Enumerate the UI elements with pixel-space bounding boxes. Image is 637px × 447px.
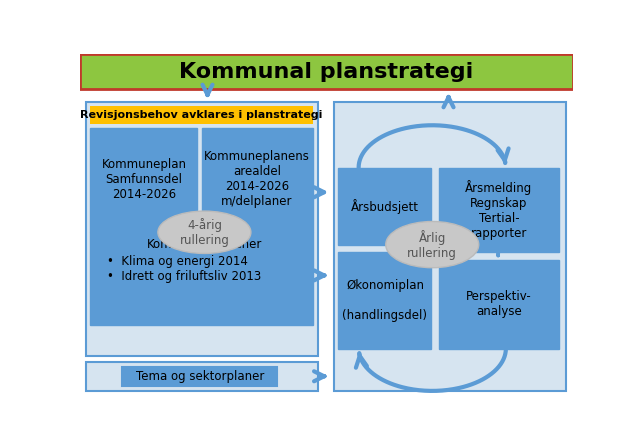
Text: Økonomiplan

(handlingsdel): Økonomiplan (handlingsdel) <box>343 278 427 321</box>
Bar <box>86 362 318 391</box>
Bar <box>202 127 313 232</box>
Text: Revisjonsbehov avklares i planstrategi: Revisjonsbehov avklares i planstrategi <box>80 110 322 120</box>
Text: 4-årig
rullering: 4-årig rullering <box>180 218 229 247</box>
Ellipse shape <box>386 222 479 268</box>
Text: •  Idrett og friluftsliv 2013: • Idrett og friluftsliv 2013 <box>107 270 261 283</box>
Text: Kommunedelplaner: Kommunedelplaner <box>147 238 262 251</box>
Text: Årsbudsjett: Årsbudsjett <box>351 198 419 214</box>
Text: Årsmelding
Regnskap
Tertial-
rapporter: Årsmelding Regnskap Tertial- rapporter <box>465 180 533 240</box>
Bar <box>440 260 559 349</box>
Bar <box>338 252 431 349</box>
Ellipse shape <box>158 211 251 253</box>
Text: Perspektiv-
analyse: Perspektiv- analyse <box>466 290 532 318</box>
Bar <box>90 127 197 232</box>
Text: Kommuneplanens
arealdel
2014-2026
m/delplaner: Kommuneplanens arealdel 2014-2026 m/delp… <box>204 150 310 208</box>
Text: Kommuneplan
Samfunnsdel
2014-2026: Kommuneplan Samfunnsdel 2014-2026 <box>101 158 187 201</box>
Bar <box>334 102 566 391</box>
Bar <box>338 168 431 245</box>
Text: •  Klima og energi 2014: • Klima og energi 2014 <box>107 255 248 268</box>
Bar <box>90 232 313 325</box>
Bar <box>86 102 318 356</box>
Bar <box>90 106 313 124</box>
Bar <box>80 55 573 89</box>
Text: Tema og sektorplaner: Tema og sektorplaner <box>136 370 264 383</box>
Bar <box>440 168 559 252</box>
Text: Årlig
rullering: Årlig rullering <box>407 230 457 260</box>
Bar <box>122 367 277 385</box>
Text: Kommunal planstrategi: Kommunal planstrategi <box>179 62 473 82</box>
